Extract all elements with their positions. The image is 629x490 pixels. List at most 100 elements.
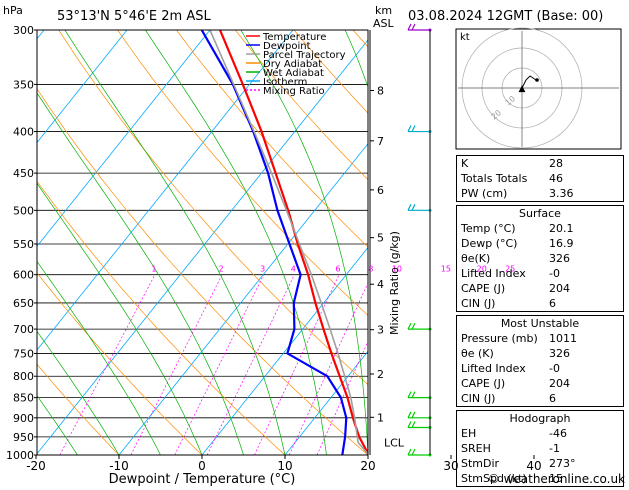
isotherm-line [201,246,368,455]
indices-value: 1011 [549,332,577,345]
wet-adiabat-line [37,395,78,455]
indices-row: Temp (°C) 20.1 [457,221,623,236]
indices-label: Dewp (°C) [461,237,518,250]
km-tick-label: 2 [377,368,384,381]
dry-adiabat-line [37,272,203,455]
indices-label: CIN (J) [461,297,496,310]
dry-adiabat-line [37,180,286,455]
indices-label: θe(K) [461,252,491,265]
indices-row: Totals Totals 46 [457,171,623,186]
isotherm-line [37,30,128,144]
wind-barb-flag [411,421,416,428]
isotherm-line [37,30,211,247]
legend-label: Isotherm [263,77,307,88]
indices-label: StmSpd (kt) [461,472,527,485]
wind-barb-flag [411,23,416,31]
km-tick-label: 3 [377,324,384,337]
indices-label: Totals Totals [461,172,528,185]
indices-row: StmSpd (kt) 15 [457,471,623,486]
mixing-ratio-line [288,282,368,455]
hodograph-trace [521,75,537,89]
indices-row: CAPE (J) 204 [457,376,623,391]
isotherm-line [37,30,294,351]
indices-value: 326 [549,252,570,265]
wind-barb-flag [407,23,412,31]
mixing-ratio-line [206,274,295,455]
indices-value: 16.9 [549,237,574,250]
dry-adiabat-line [117,30,368,316]
mixing-ratio-label: 8 [368,265,373,274]
temp-tick-label: 10 [277,459,292,473]
indices-row: StmDir 273° [457,456,623,471]
wet-adiabat-line [37,260,161,455]
asl-label: ASL [373,17,395,30]
legend-label: Dry Adiabat [263,59,322,70]
km-tick-label: 5 [377,232,384,245]
indices-value: 6 [549,297,556,310]
temp-tick-label: 40 [526,459,541,473]
mixing-ratio-label: 6 [335,265,340,274]
indices-row: Lifted Index -0 [457,361,623,376]
mixing-ratio-line [174,274,265,455]
indices-label: CAPE (J) [461,282,506,295]
pressure-tick-label: 900 [13,412,34,425]
mixing-ratio-label: 2 [219,265,224,274]
pressure-tick-label: 750 [13,347,34,360]
indices-value: 3.36 [549,187,574,200]
indices-label: SREH [461,442,491,455]
indices-row: Dewp (°C) 16.9 [457,236,623,251]
pressure-tick-label: 550 [13,238,34,251]
indices-row: θe(K) 326 [457,251,623,266]
indices-label: Pressure (mb) [461,332,538,345]
temp-tick-label: 30 [443,459,458,473]
pressure-tick-label: 850 [13,392,34,405]
indices-panel: K 28 Totals Totals 46 PW (cm) 3.36 Surface Te… [456,155,624,490]
pressure-tick-label: 300 [13,24,34,37]
indices-row: K 28 [457,156,623,171]
wet-adiabat-line [64,30,286,455]
indices-label: CAPE (J) [461,377,506,390]
indices-label: EH [461,427,477,440]
lcl-label: LCL [384,436,405,449]
indices-value: 273° [549,457,576,470]
indices-row: Lifted Index -0 [457,266,623,281]
x-axis-title: Dewpoint / Temperature (°C) [109,472,296,486]
dry-adiabat-line [234,30,368,181]
right-axis-title: Mixing Ratio (g/kg) [388,231,401,335]
wind-barb-flag [407,125,412,132]
indices-value: 204 [549,282,570,295]
legend-label: Wet Adiabat [263,68,324,79]
pressure-tick-label: 450 [13,167,34,180]
mixing-ratio-label: 3 [260,265,265,274]
skewt-grid [37,30,447,455]
dewpoint-line [200,30,348,455]
mixing-ratio-line [369,275,447,455]
wind-barb-flag [407,322,412,330]
location-title: 53°13'N 5°46'E 2m ASL [57,9,211,24]
pressure-tick-label: 500 [13,204,34,217]
datetime-title: 03.08.2024 12GMT (Base: 00) [408,9,603,24]
indices-value: -0 [549,267,560,280]
wind-barb-flag [411,411,416,419]
wind-barb-flag [407,411,412,419]
wind-barb-flag [407,204,412,211]
wind-barb-flag [407,448,412,456]
wet-adiabat-line [37,182,203,455]
pressure-tick-label: 600 [13,269,34,282]
indices-value: 6 [549,392,556,405]
indices-row: CAPE (J) 204 [457,281,623,296]
dry-adiabat-line [176,30,368,248]
indices-value: 20.1 [549,222,574,235]
indices-label: Temp (°C) [461,222,516,235]
wind-barb-flag [407,391,412,398]
watermark: © weatheronline.co.uk [488,472,625,486]
hodograph-indices-box: Hodograph EH -46 SREH -1 StmDir 273° StmSpd (k… [456,410,624,487]
pressure-tick-label: 950 [13,431,34,444]
km-tick-label: 7 [377,135,384,148]
mixing-ratio-labels: 1 2 3 4 6 8 10 15 20 25 [151,265,515,274]
legend-label: Dewpoint [263,41,311,52]
indices-label: StmDir [461,457,500,470]
